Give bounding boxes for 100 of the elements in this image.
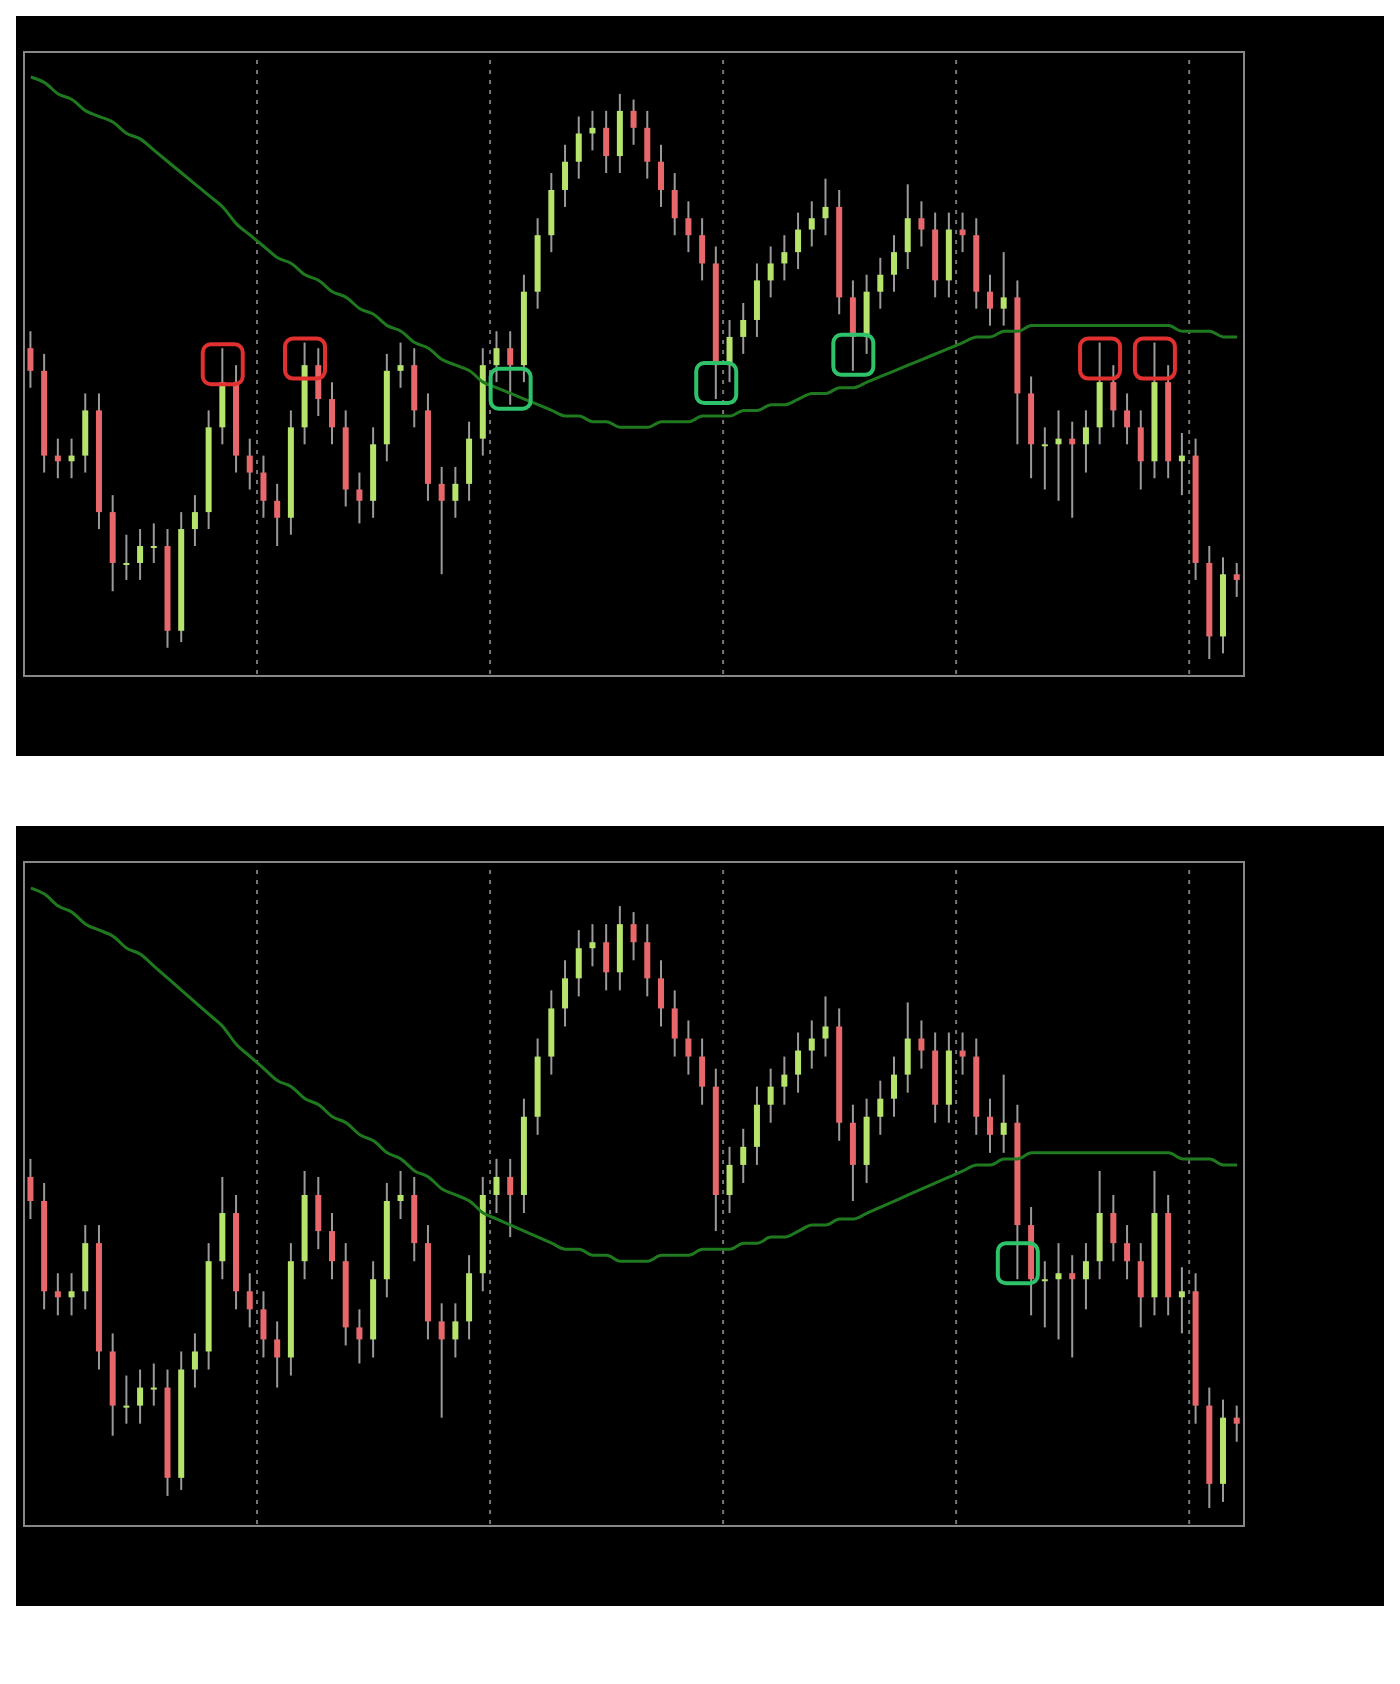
candlestick <box>1055 1242 1062 1341</box>
candlestick <box>630 98 637 146</box>
candlestick <box>603 923 610 992</box>
candlestick <box>644 109 651 180</box>
candlestick <box>671 989 678 1058</box>
candlestick <box>877 1079 884 1136</box>
candlestick <box>507 1157 514 1239</box>
candlestick <box>849 279 856 372</box>
candlestick <box>219 347 226 446</box>
candlestick <box>1110 364 1117 429</box>
candlestick <box>315 1175 322 1251</box>
candlestick <box>891 234 898 293</box>
candlestick <box>685 1019 692 1076</box>
candlestick <box>986 1097 993 1154</box>
candlestick <box>740 302 747 355</box>
candlestick <box>1233 561 1240 598</box>
candlestick <box>1096 341 1103 446</box>
candlestick <box>808 200 815 248</box>
candlestick <box>493 1157 500 1215</box>
candlestick <box>822 995 829 1058</box>
candlestick <box>356 1308 363 1365</box>
candlestick <box>849 1103 856 1203</box>
candlestick <box>397 341 404 389</box>
candlestick <box>781 234 788 282</box>
candlestick <box>452 1302 459 1359</box>
candlestick <box>562 959 569 1028</box>
candlestick <box>781 1055 788 1106</box>
candlestick <box>657 959 664 1028</box>
candlestick <box>699 217 706 282</box>
candlestick <box>904 1001 911 1094</box>
candlestick <box>123 1374 130 1425</box>
candlestick <box>918 1019 925 1070</box>
candlestick <box>1069 1254 1076 1359</box>
candlestick <box>795 211 802 271</box>
candlestick <box>671 172 678 237</box>
candlestick <box>1041 426 1048 491</box>
candlestick <box>795 1031 802 1094</box>
candlestick <box>411 347 418 429</box>
candlestick <box>27 330 34 389</box>
candlestick <box>137 1368 144 1425</box>
candlestick <box>657 143 664 208</box>
candlestick <box>1000 1073 1007 1154</box>
candlestick <box>699 1037 706 1106</box>
candlestick <box>1233 1404 1240 1443</box>
candlestick <box>1137 1242 1144 1329</box>
candlestick <box>274 482 281 548</box>
candlestick <box>1041 1260 1048 1329</box>
candlestick <box>740 1127 747 1184</box>
candlestick <box>68 1272 75 1317</box>
candlestick <box>137 528 144 581</box>
candlestick <box>726 1145 733 1215</box>
candlestick <box>246 1272 253 1329</box>
candlestick <box>260 454 267 519</box>
candlestick <box>877 256 884 310</box>
candlestick <box>191 1332 198 1389</box>
candlestick <box>1124 1224 1131 1281</box>
candlestick <box>959 1031 966 1076</box>
candlestick <box>274 1320 281 1389</box>
candlestick <box>753 262 760 338</box>
candlestick <box>123 533 130 581</box>
candlestick <box>397 1169 404 1221</box>
candlestick <box>356 471 363 525</box>
candlestick <box>27 1157 34 1221</box>
candlestick <box>438 1302 445 1419</box>
candlestick <box>616 92 623 175</box>
candlestick <box>548 172 555 254</box>
candlestick <box>191 494 198 548</box>
candlestick <box>630 911 637 962</box>
candlestick <box>863 273 870 355</box>
candlestick <box>767 245 774 299</box>
candlestick <box>452 465 459 519</box>
candlestick <box>603 109 610 175</box>
candlestick <box>644 923 651 998</box>
candlestick <box>1082 409 1089 474</box>
candlestick <box>466 420 473 502</box>
candlestick <box>150 1362 157 1407</box>
candlestick <box>822 177 829 237</box>
candlestick <box>808 1019 815 1070</box>
candlestick <box>260 1290 267 1359</box>
candlestick <box>562 143 569 208</box>
candlestick <box>493 330 500 384</box>
candlestick <box>589 923 596 968</box>
candlestick <box>891 1055 898 1118</box>
candlestick <box>54 1272 61 1317</box>
candlestick <box>1137 409 1144 491</box>
candlestick <box>82 392 89 474</box>
candlestick <box>918 200 925 248</box>
candlestick <box>1000 251 1007 327</box>
candlestick <box>329 381 335 446</box>
candlestick <box>1178 1266 1185 1335</box>
candlestick <box>438 465 445 576</box>
candlestick <box>904 183 911 271</box>
candlestick <box>1124 392 1131 446</box>
candlestick <box>575 929 582 998</box>
candlestick <box>1110 1193 1117 1263</box>
candlestick <box>575 115 582 180</box>
candlestick <box>507 330 514 406</box>
candlestick <box>753 1085 760 1166</box>
candlestick <box>329 1212 335 1281</box>
candlestick <box>685 200 692 254</box>
